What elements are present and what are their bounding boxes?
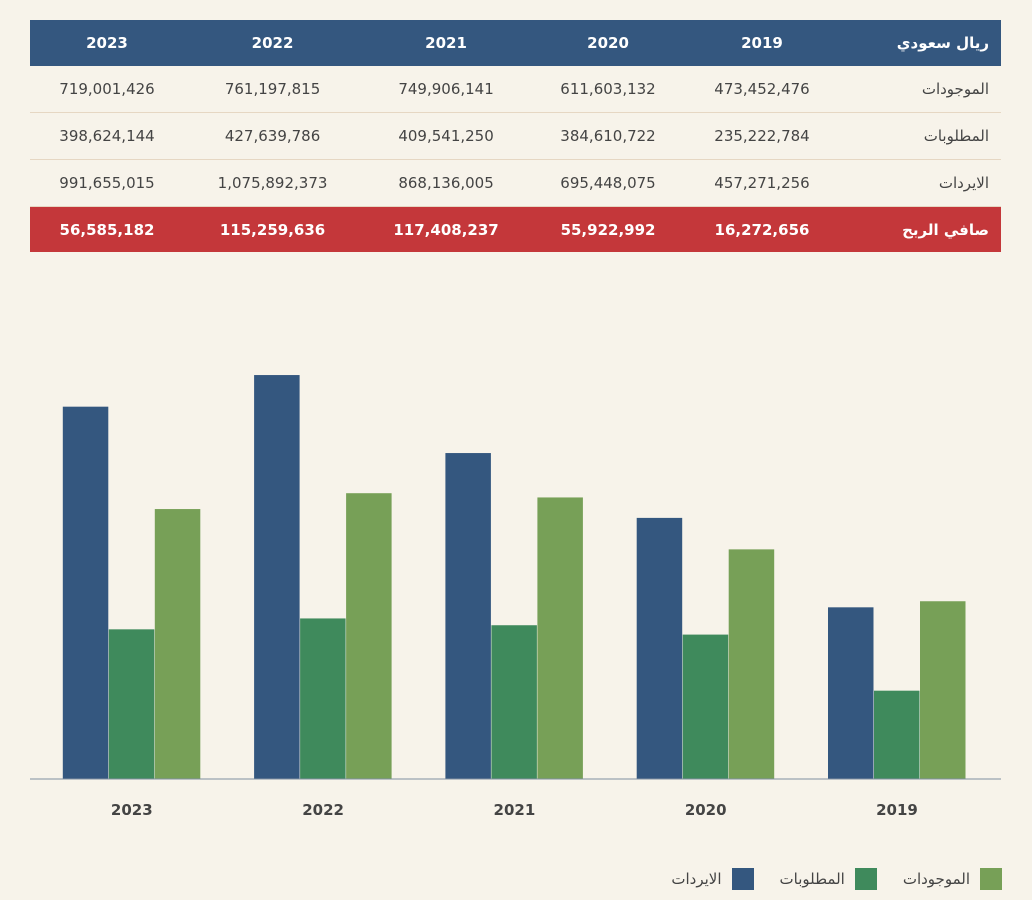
chart-legend: الموجودات المطلوبات الايردات bbox=[671, 868, 1002, 890]
profit-value: 16,272,656 bbox=[685, 206, 839, 252]
bar-2022-0 bbox=[254, 375, 300, 779]
legend-item: الايردات bbox=[671, 868, 754, 890]
cell-value: 457,271,256 bbox=[685, 159, 839, 207]
cell-value: 991,655,015 bbox=[30, 159, 185, 207]
x-tick-label: 2023 bbox=[111, 801, 153, 819]
bar-2019-2 bbox=[920, 601, 966, 779]
bar-2023-2 bbox=[154, 509, 201, 779]
profit-value: 115,259,636 bbox=[184, 206, 362, 252]
legend-swatch bbox=[854, 868, 877, 890]
bar-2020-0 bbox=[636, 517, 683, 779]
year-header: 2022 bbox=[184, 20, 362, 66]
currency-header: ريال سعودي bbox=[839, 20, 1001, 66]
bar-2021-0 bbox=[445, 453, 491, 779]
profit-value: 117,408,237 bbox=[361, 206, 532, 252]
x-tick-label: 2020 bbox=[685, 801, 727, 819]
legend-label: المطلوبات bbox=[779, 870, 845, 888]
cell-value: 409,541,250 bbox=[361, 112, 532, 160]
bar-2023-1 bbox=[108, 629, 155, 779]
row-label: الموجودات bbox=[839, 66, 1001, 113]
bar-2022-1 bbox=[300, 618, 346, 779]
x-tick-label: 2022 bbox=[302, 801, 344, 819]
x-tick-label: 2021 bbox=[494, 801, 536, 819]
row-label: صافي الربح bbox=[839, 206, 1001, 252]
cell-value: 473,452,476 bbox=[685, 66, 839, 113]
cell-value: 761,197,815 bbox=[184, 66, 362, 113]
cell-value: 695,448,075 bbox=[531, 159, 686, 207]
cell-value: 1,075,892,373 bbox=[184, 159, 362, 207]
cell-value: 427,639,786 bbox=[184, 112, 362, 160]
profit-value: 55,922,992 bbox=[531, 206, 686, 252]
year-header: 2020 bbox=[531, 20, 686, 66]
year-header: 2021 bbox=[361, 20, 532, 66]
cell-value: 749,906,141 bbox=[361, 66, 532, 113]
bar-2020-2 bbox=[728, 549, 775, 779]
bar-2021-1 bbox=[491, 625, 537, 779]
year-header: 2023 bbox=[30, 20, 185, 66]
table-row: الايردات 457,271,256 695,448,075 868,136,00… bbox=[30, 159, 1001, 207]
bar-2023-0 bbox=[62, 406, 109, 779]
cell-value: 398,624,144 bbox=[30, 112, 185, 160]
row-label: المطلوبات bbox=[839, 112, 1001, 160]
legend-label: الايردات bbox=[671, 870, 722, 888]
cell-value: 235,222,784 bbox=[685, 112, 839, 160]
bar-chart: 2019 2020 2021 2022 2023 bbox=[30, 375, 1001, 819]
bar-2021-2 bbox=[537, 497, 583, 779]
table-row: المطلوبات 235,222,784 384,610,722 409,541,2… bbox=[30, 112, 1001, 160]
net-profit-row: صافي الربح 16,272,656 55,922,992 117,408,23… bbox=[30, 206, 1001, 252]
legend-item: الموجودات bbox=[903, 868, 1002, 890]
financial-table: ريال سعودي 2019 2020 2021 2022 2023 الموجودا… bbox=[30, 20, 1001, 252]
cell-value: 719,001,426 bbox=[30, 66, 185, 113]
x-tick-label: 2019 bbox=[876, 801, 918, 819]
legend-swatch bbox=[980, 868, 1002, 890]
cell-value: 384,610,722 bbox=[531, 112, 686, 160]
legend-swatch bbox=[731, 868, 754, 890]
legend-label: الموجودات bbox=[902, 870, 970, 888]
row-label: الايردات bbox=[839, 159, 1001, 207]
cell-value: 868,136,005 bbox=[361, 159, 532, 207]
profit-value: 56,585,182 bbox=[30, 206, 185, 252]
table-row: الموجودات 473,452,476 611,603,132 749,906,1… bbox=[30, 66, 1001, 113]
bar-2020-1 bbox=[682, 634, 729, 779]
cell-value: 611,603,132 bbox=[531, 66, 686, 113]
legend-item: المطلوبات bbox=[780, 868, 877, 890]
bar-2019-1 bbox=[874, 690, 920, 779]
bar-2019-0 bbox=[828, 607, 874, 779]
bar-2022-2 bbox=[346, 493, 392, 779]
year-header: 2019 bbox=[685, 20, 839, 66]
